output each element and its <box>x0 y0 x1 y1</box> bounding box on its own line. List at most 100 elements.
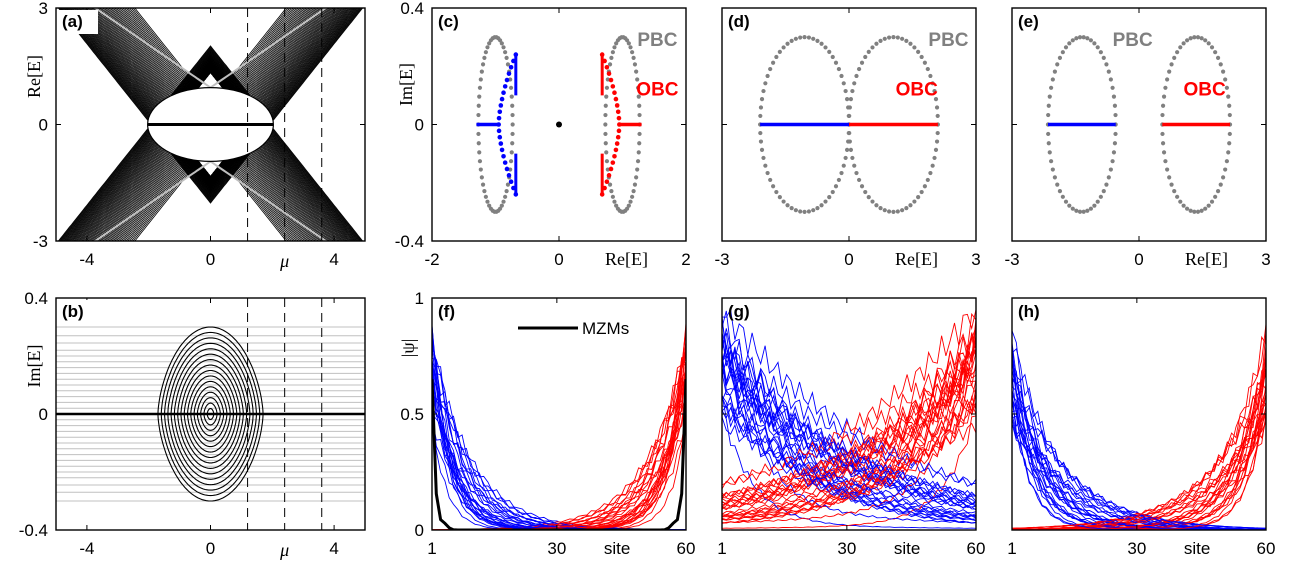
pbc-point <box>758 113 763 119</box>
pbc-point <box>626 203 631 208</box>
right-edge-state <box>432 370 686 530</box>
pbc-point <box>863 189 868 195</box>
pbc-point <box>1213 50 1218 55</box>
left-edge-state <box>1012 390 1266 530</box>
pbc-point <box>1218 62 1223 67</box>
pbc-point <box>823 199 828 204</box>
y-axis-label: |ψ| <box>398 339 418 357</box>
pbc-point <box>850 88 855 94</box>
obc-point <box>614 103 620 108</box>
pbc-point <box>771 184 776 189</box>
pbc-point <box>1160 131 1165 137</box>
pbc-point <box>1167 175 1172 180</box>
panel-label: (f) <box>438 302 455 321</box>
pbc-point <box>604 94 609 99</box>
pbc-point <box>603 141 608 146</box>
pbc-point <box>478 167 483 172</box>
pbc-point <box>847 113 852 119</box>
pbc-point <box>1111 150 1117 155</box>
obc-point <box>610 160 616 165</box>
obc-point <box>606 173 612 178</box>
plot-frame <box>1011 297 1267 531</box>
pbc-point <box>603 122 608 127</box>
left-edge-state <box>1012 394 1266 530</box>
x-tick-label: 60 <box>1257 539 1276 558</box>
pbc-point <box>895 35 900 40</box>
obc-point <box>612 153 617 159</box>
y-tick-label: 0 <box>415 521 424 540</box>
left-edge-state <box>1012 342 1266 530</box>
pbc-point <box>852 163 857 168</box>
pbc-point <box>844 97 850 102</box>
right-edge-state <box>1012 412 1266 529</box>
pbc-point <box>870 45 875 50</box>
obc-point <box>606 71 612 76</box>
pbc-point <box>847 130 852 136</box>
pbc-point <box>477 150 482 155</box>
band-line <box>70 128 351 241</box>
pbc-point <box>501 199 506 204</box>
panel-label: (h) <box>1018 302 1040 321</box>
pbc-point <box>823 45 828 50</box>
x-tick-label: 3 <box>1261 250 1270 269</box>
pbc-point <box>635 77 640 82</box>
pbc-point <box>479 175 484 180</box>
pbc-point <box>504 55 509 61</box>
pbc-point <box>882 36 887 41</box>
pbc-point <box>781 45 786 50</box>
pbc-point <box>1218 182 1223 187</box>
pbc-point <box>856 177 862 183</box>
pbc-point <box>1172 55 1177 61</box>
pbc-point <box>1112 103 1118 108</box>
pbc-point <box>856 66 862 72</box>
pbc-point <box>1199 36 1204 41</box>
pbc-point <box>603 131 608 137</box>
pbc-point <box>811 36 816 41</box>
left-edge-state <box>722 346 976 499</box>
pbc-point <box>632 62 638 67</box>
y-tick-label: 0.4 <box>400 0 424 18</box>
pbc-point <box>789 38 794 43</box>
pbc-point <box>1195 35 1201 40</box>
panel-label: (d) <box>728 12 750 31</box>
y-axis-label: Im[E] <box>396 63 416 106</box>
pbc-point <box>932 155 937 161</box>
pbc-point <box>480 182 486 187</box>
band-line <box>63 8 358 122</box>
band-line <box>65 8 356 122</box>
x-axis-label: μ <box>279 251 289 271</box>
pbc-point <box>928 73 933 79</box>
pbc-point <box>819 203 824 208</box>
pbc-point <box>1092 41 1097 46</box>
pbc-point <box>847 105 852 110</box>
right-edge-state <box>722 401 976 518</box>
obc-point <box>508 65 514 70</box>
pbc-point <box>1184 206 1190 211</box>
pbc-point <box>636 94 641 99</box>
pbc-point <box>925 66 930 72</box>
pbc-point <box>912 45 917 50</box>
pbc-point <box>476 112 481 118</box>
pbc-point <box>634 69 639 74</box>
x-tick-label: 60 <box>967 539 986 558</box>
x-tick-label: 2 <box>681 250 690 269</box>
obc-point <box>604 179 610 184</box>
left-edge-state <box>1012 348 1266 530</box>
pbc-point <box>628 199 633 204</box>
pbc-point <box>1095 199 1100 204</box>
pbc-point <box>610 194 615 199</box>
pbc-point <box>1206 41 1211 46</box>
pbc-point <box>904 206 909 211</box>
y-tick-label: 0 <box>39 116 48 135</box>
pbc-point <box>1209 45 1215 50</box>
pbc-point <box>1085 36 1090 41</box>
pbc-point <box>854 170 859 176</box>
obc-point <box>608 77 614 83</box>
y-tick-label: 0.4 <box>24 289 48 308</box>
pbc-point <box>806 209 812 214</box>
pbc-point <box>1057 188 1063 194</box>
pbc-point <box>785 203 790 208</box>
pbc-point <box>895 209 900 214</box>
pbc-point <box>1110 85 1115 90</box>
